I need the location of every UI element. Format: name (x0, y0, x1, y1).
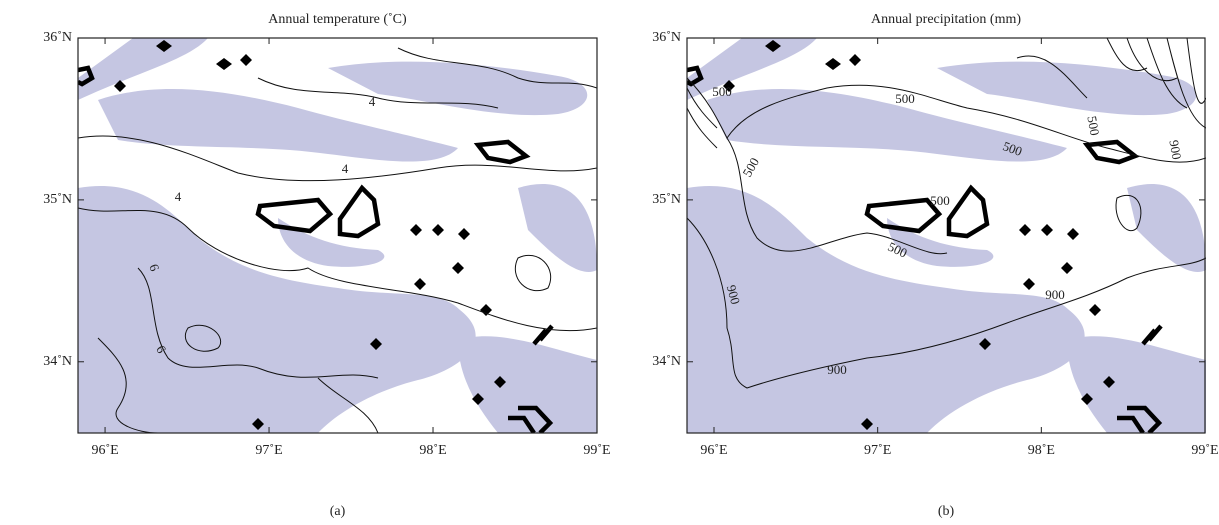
contour-label: 500 (712, 84, 732, 99)
contour-label: 4 (175, 189, 182, 204)
y-tick-label: 34˚N (43, 354, 72, 369)
panel-title: Annual temperature (˚C) (268, 12, 407, 27)
panel-label: (b) (938, 504, 955, 519)
x-tick-label: 96˚E (91, 443, 118, 458)
contour-label: 4 (342, 161, 349, 176)
contour-label: 900 (724, 283, 744, 306)
x-tick-label: 99˚E (583, 443, 610, 458)
x-tick-label: 97˚E (864, 443, 891, 458)
panel-label: (a) (330, 504, 346, 519)
x-tick-label: 98˚E (1028, 443, 1055, 458)
map-panel-a (77, 37, 598, 434)
contour-label: 500 (930, 193, 950, 208)
contour-label: 6 (146, 262, 162, 274)
panel-title: Annual precipitation (mm) (871, 12, 1021, 27)
y-tick-label: 35˚N (652, 192, 681, 207)
contour-label: 900 (827, 362, 847, 377)
y-tick-label: 36˚N (652, 30, 681, 45)
y-tick-label: 34˚N (652, 354, 681, 369)
x-tick-label: 98˚E (419, 443, 446, 458)
map-panel-b (686, 37, 1206, 434)
contour-label: 500 (895, 91, 915, 106)
x-tick-label: 97˚E (255, 443, 282, 458)
contour-label: 4 (369, 94, 376, 109)
contour-label: 900 (1166, 139, 1184, 161)
contour-label: 500 (739, 155, 762, 179)
contour-label: 900 (1045, 287, 1065, 302)
x-tick-label: 99˚E (1191, 443, 1218, 458)
frame (77, 37, 598, 434)
y-tick-label: 36˚N (43, 30, 72, 45)
contour-label: 500 (886, 239, 910, 261)
y-tick-label: 35˚N (43, 192, 72, 207)
x-tick-label: 96˚E (700, 443, 727, 458)
contour-label: 500 (1001, 138, 1024, 159)
frame (686, 37, 1206, 434)
contour-label: 500 (1084, 115, 1102, 137)
